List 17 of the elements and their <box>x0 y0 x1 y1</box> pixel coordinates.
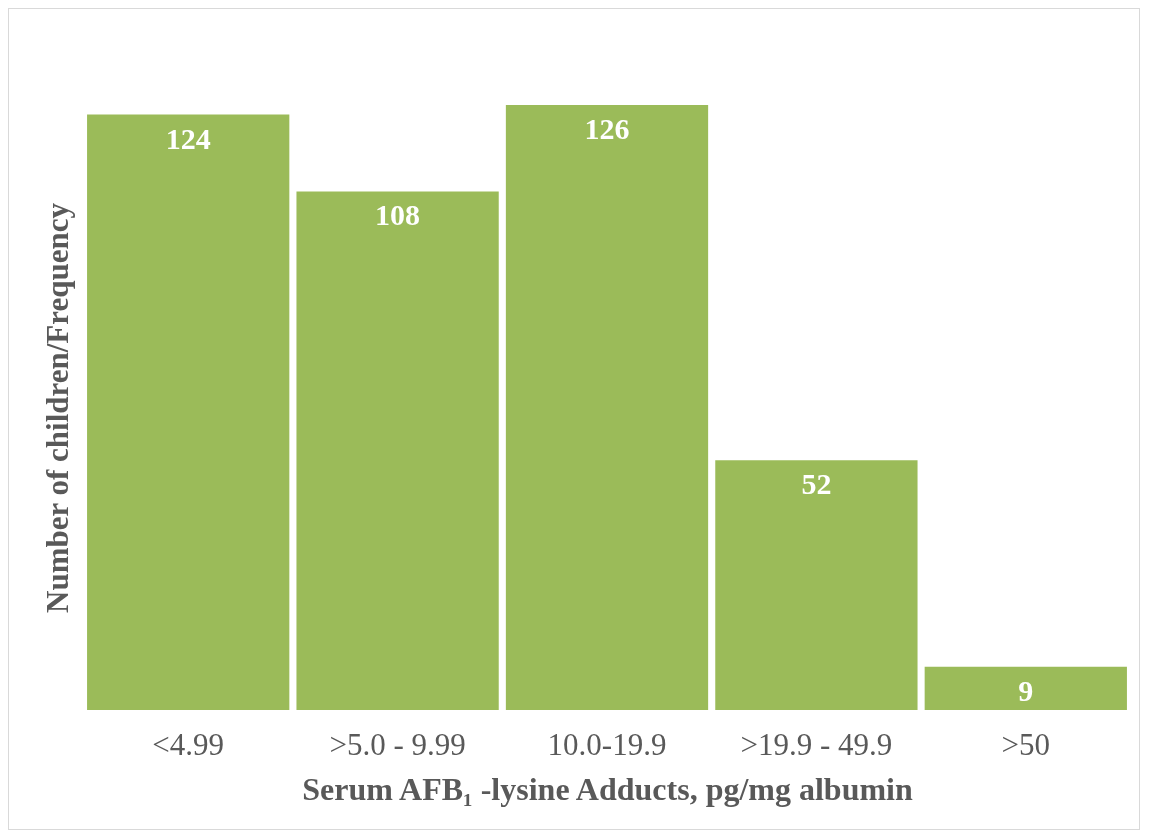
data-label: 9 <box>1018 673 1034 707</box>
y-axis-title: Number of children/Frequency <box>40 202 75 613</box>
x-tick-label: >19.9 - 49.9 <box>740 726 893 762</box>
bar <box>505 105 709 710</box>
bar <box>924 666 1127 710</box>
x-tick-label: 10.0-19.9 <box>547 726 667 762</box>
data-label: 52 <box>801 467 832 501</box>
x-axis-title: Serum AFB₁ -lysine Adducts, pg/mg albumin <box>302 770 913 807</box>
data-label: 124 <box>165 121 211 155</box>
x-tick-label: <4.99 <box>152 726 225 762</box>
x-tick-label: >50 <box>1001 726 1051 762</box>
bar <box>87 114 290 710</box>
data-label: 108 <box>375 198 421 232</box>
bar <box>296 191 499 710</box>
bar <box>715 460 918 710</box>
data-label: 126 <box>584 112 630 145</box>
x-tick-label: >5.0 - 9.99 <box>329 726 466 762</box>
